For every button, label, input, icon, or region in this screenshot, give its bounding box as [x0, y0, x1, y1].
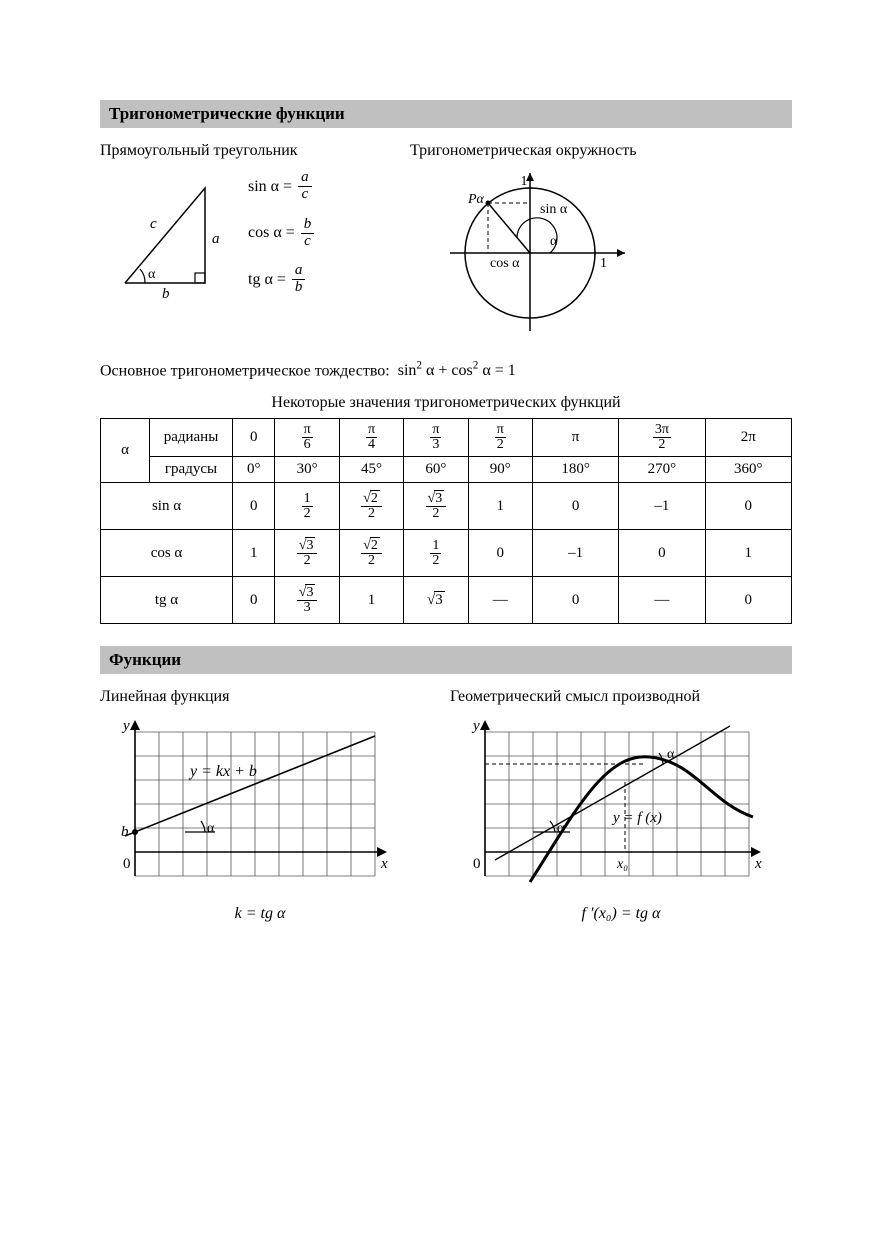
- svg-text:x₀: x₀: [616, 857, 628, 872]
- degrees-label: градусы: [150, 457, 233, 483]
- derivative-geometry-graph: y x 0 α α x₀ y = f (x): [450, 714, 770, 894]
- svg-text:Pα: Pα: [467, 192, 485, 207]
- svg-text:y: y: [471, 718, 480, 734]
- svg-text:α: α: [207, 821, 215, 836]
- rad-pi3: π3: [404, 419, 468, 457]
- svg-text:c: c: [150, 216, 157, 232]
- unit-circle-diagram: 1 1 Pα sin α cos α α: [410, 168, 650, 333]
- svg-text:α: α: [148, 267, 156, 282]
- rad-0: 0: [233, 419, 275, 457]
- svg-text:cos α: cos α: [490, 256, 520, 271]
- svg-text:α: α: [667, 747, 675, 762]
- svg-text:0: 0: [123, 856, 131, 872]
- rad-2pi: 2π: [705, 419, 791, 457]
- cos-def-lhs: cos α =: [248, 224, 295, 242]
- section-header-functions: Функции: [100, 646, 792, 674]
- triangle-subtitle: Прямоугольный треугольник: [100, 142, 400, 160]
- svg-text:1: 1: [521, 174, 528, 189]
- svg-text:y = kx + b: y = kx + b: [188, 763, 257, 780]
- circle-subtitle: Тригонометрическая окружность: [410, 142, 792, 160]
- svg-text:b: b: [162, 286, 170, 298]
- tg-row-label: tg α: [101, 577, 233, 624]
- svg-text:sin α: sin α: [540, 202, 568, 217]
- linear-function-graph: y x 0 b α y = kx + b: [100, 714, 400, 894]
- pythagorean-identity: Основное тригонометрическое тождество: s…: [100, 360, 792, 380]
- section-header-trig: Тригонометрические функции: [100, 100, 792, 128]
- svg-text:0: 0: [473, 856, 481, 872]
- deriv-subtitle: Геометрический смысл производной: [450, 688, 792, 706]
- rad-pi4: π4: [339, 419, 403, 457]
- right-triangle-diagram: a b c α: [100, 168, 230, 298]
- radians-label: радианы: [150, 419, 233, 457]
- svg-text:y: y: [121, 718, 130, 734]
- linear-subtitle: Линейная функция: [100, 688, 420, 706]
- svg-text:1: 1: [600, 256, 607, 271]
- tg-def-lhs: tg α =: [248, 271, 286, 289]
- svg-text:x: x: [754, 856, 762, 872]
- trig-table-title: Некоторые значения тригонометрических фу…: [100, 394, 792, 412]
- svg-text:α: α: [557, 821, 565, 836]
- rad-pi6: π6: [275, 419, 339, 457]
- rad-pi2: π2: [468, 419, 532, 457]
- trig-values-table: α радианы 0 π6 π4 π3 π2 π 3π2 2π градусы…: [100, 418, 792, 624]
- deriv-caption: f ′(x₀) = tg α: [450, 905, 792, 923]
- svg-text:b: b: [121, 824, 129, 840]
- trig-definitions: sin α = ac cos α = bc tg α = ab: [248, 170, 314, 296]
- svg-text:a: a: [212, 231, 220, 247]
- alpha-header: α: [101, 419, 150, 483]
- svg-text:x: x: [380, 856, 388, 872]
- sin-def-lhs: sin α =: [248, 178, 292, 196]
- cos-row-label: cos α: [101, 530, 233, 577]
- linear-caption: k = tg α: [100, 905, 420, 923]
- svg-text:y = f (x): y = f (x): [611, 810, 662, 826]
- svg-text:α: α: [550, 234, 558, 249]
- rad-pi: π: [532, 419, 618, 457]
- rad-3pi2: 3π2: [619, 419, 705, 457]
- sin-row-label: sin α: [101, 483, 233, 530]
